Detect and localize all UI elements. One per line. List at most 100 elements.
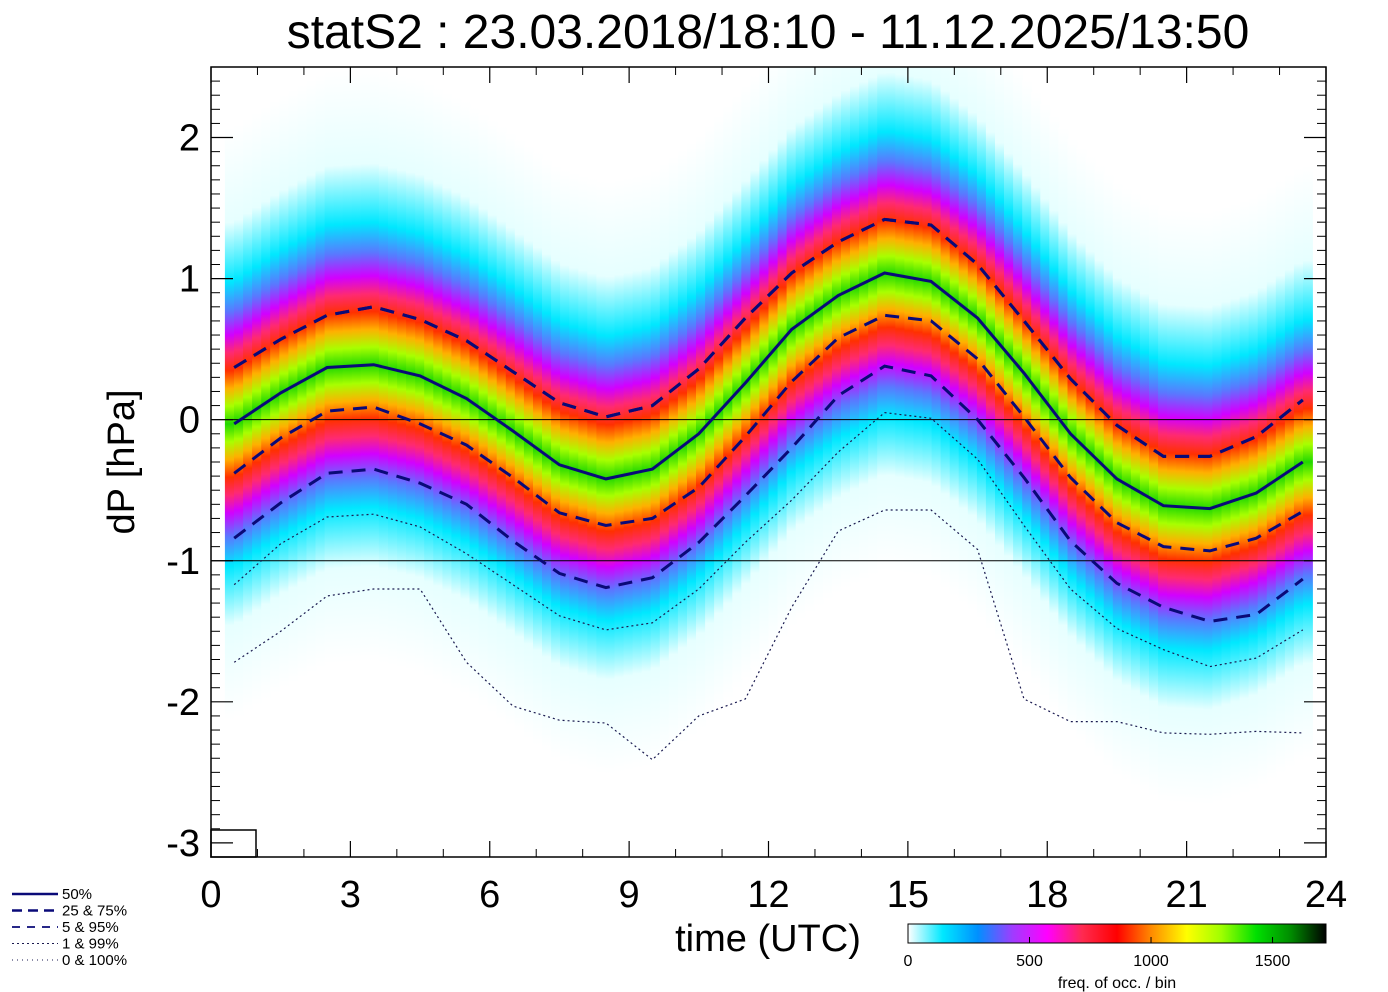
density-cell — [931, 67, 942, 582]
x-tick-label: 12 — [747, 874, 789, 916]
density-strip — [985, 67, 996, 630]
x-tick-label: 24 — [1305, 874, 1347, 916]
density-cell — [967, 67, 978, 611]
density-strip — [224, 127, 235, 721]
y-tick-label: -2 — [166, 682, 200, 724]
density-cell — [822, 67, 833, 600]
colorbar-ticks: 0 500 1000 1500 — [904, 937, 1291, 970]
density-strip — [1004, 67, 1014, 652]
density-cell — [777, 67, 788, 637]
density-strip — [795, 67, 806, 620]
density-cell — [786, 67, 797, 627]
series-line-95pct — [233, 217, 1304, 458]
x-tick-label: 9 — [619, 874, 640, 916]
density-cell — [949, 67, 960, 596]
density-cell — [1004, 67, 1014, 652]
density-cell — [895, 67, 906, 572]
density-strip — [940, 67, 951, 589]
chart-title: statS2 : 23.03.2018/18:10 - 11.12.2025/1… — [287, 6, 1250, 59]
density-cell — [940, 67, 951, 589]
density-strip — [949, 67, 960, 596]
legend-label: 25 & 75% — [62, 903, 127, 920]
density-cell — [831, 67, 842, 594]
colorbar-tick-label: 1500 — [1255, 953, 1291, 970]
density-strip — [804, 67, 815, 613]
density-strip — [995, 67, 1005, 641]
x-tick-label: 15 — [887, 874, 929, 916]
density-strip — [877, 67, 888, 571]
density-cell — [886, 67, 897, 571]
density-cell — [868, 67, 879, 575]
density-strip — [768, 67, 779, 648]
colorbar-label: freq. of occ. / bin — [1058, 975, 1176, 992]
x-tick-label: 3 — [340, 874, 361, 916]
density-cell — [976, 67, 987, 619]
colorbar-tick-label: 500 — [1016, 953, 1043, 970]
x-tick-label: 18 — [1026, 874, 1068, 916]
series-line-25pct — [233, 313, 1304, 553]
x-tick-label: 6 — [479, 874, 500, 916]
density-strip — [777, 67, 788, 637]
series-line-5pct — [233, 364, 1304, 623]
y-tick-label: 1 — [179, 259, 200, 301]
density-cell — [859, 67, 869, 580]
colorbar: 0 500 1000 1500 freq. of occ. / bin — [904, 923, 1327, 992]
density-strip — [822, 67, 833, 600]
density-cell — [922, 67, 933, 577]
y-axis-label: dP [hPa] — [101, 389, 143, 534]
density-strip — [841, 67, 851, 589]
reference-lines — [211, 419, 1326, 562]
density-cell — [913, 67, 924, 576]
density-cell — [795, 67, 806, 620]
legend-label: 0 & 100% — [62, 952, 127, 969]
y-tick-label: 2 — [179, 118, 200, 160]
density-strip — [904, 67, 915, 574]
density-strip — [913, 67, 924, 576]
plot-area — [211, 67, 1326, 805]
corner-box — [210, 829, 257, 858]
y-tick-label: -3 — [166, 823, 200, 865]
density-strip — [976, 67, 987, 619]
percentile-lines — [233, 217, 1304, 761]
legend-label: 1 & 99% — [62, 936, 119, 953]
colorbar-tick-label: 1000 — [1133, 953, 1169, 970]
density-strip — [868, 67, 879, 575]
density-strip — [958, 67, 969, 604]
density-cell — [224, 127, 235, 721]
density-strip — [850, 67, 860, 584]
density-strip — [967, 67, 978, 611]
density-strip — [786, 67, 797, 627]
density-cell — [841, 67, 851, 589]
density-cell — [804, 67, 815, 613]
density-cell — [850, 67, 860, 584]
density-band-layer — [224, 67, 1313, 805]
x-tick-label: 0 — [200, 874, 221, 916]
density-cell — [768, 67, 779, 648]
density-cell — [904, 67, 915, 574]
series-line-50pct — [233, 271, 1304, 511]
density-cell — [813, 67, 824, 607]
y-tick-labels: 2 1 0 -1 -2 -3 — [166, 118, 200, 865]
density-strip — [895, 67, 906, 572]
axis-ticks — [210, 66, 1327, 857]
y-tick-label: 0 — [179, 400, 200, 442]
density-cell — [995, 67, 1005, 641]
density-cell — [1303, 165, 1313, 759]
density-strip — [859, 67, 869, 580]
density-strip — [886, 67, 897, 571]
x-axis-label: time (UTC) — [675, 918, 861, 960]
y-tick-label: -1 — [166, 541, 200, 583]
legend-label: 5 & 95% — [62, 919, 119, 936]
density-cell — [877, 67, 888, 571]
colorbar-ramp — [907, 923, 1327, 944]
density-cell — [958, 67, 969, 604]
density-strip — [831, 67, 842, 594]
density-cell — [985, 67, 996, 630]
series-line-1pct — [233, 411, 1304, 668]
density-strip — [1303, 165, 1313, 759]
x-tick-labels: 0 3 6 9 12 15 18 21 24 — [200, 874, 1347, 916]
density-strip — [922, 67, 933, 577]
legend: 50%25 & 75%5 & 95%1 & 99%0 & 100% — [12, 886, 127, 969]
density-strip — [813, 67, 824, 607]
